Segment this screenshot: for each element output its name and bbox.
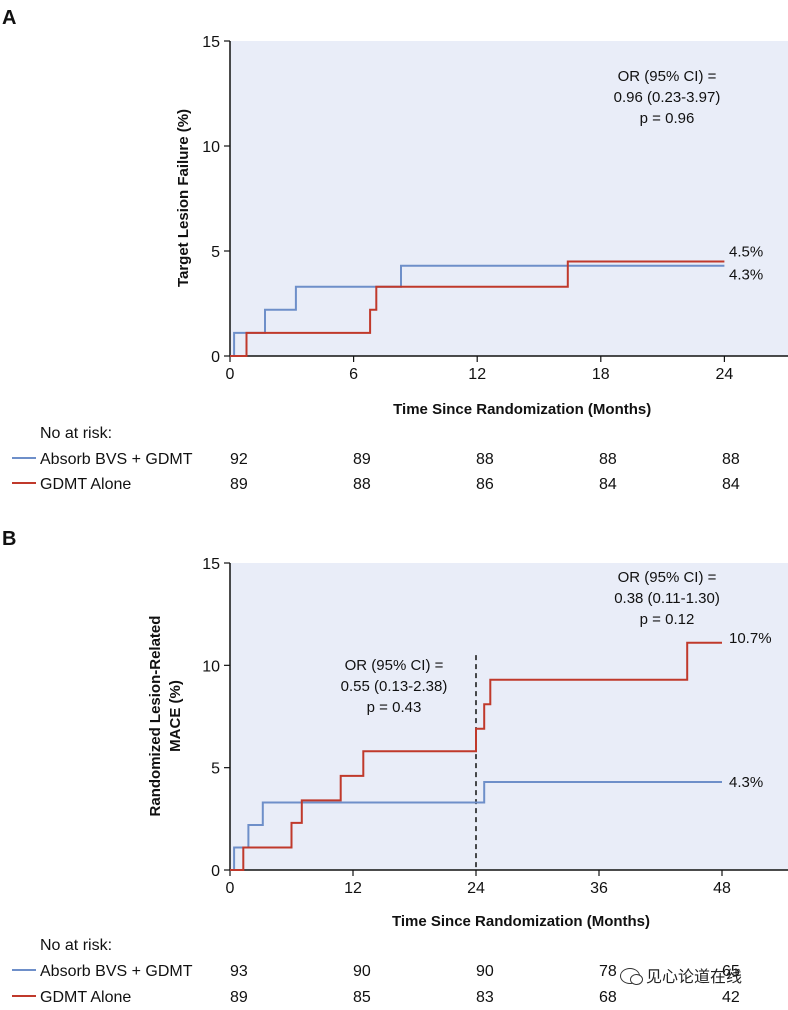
y-tick-label: 0: [211, 349, 220, 366]
annotation-line: 0.96 (0.23-3.97): [614, 89, 721, 106]
risk-row-value: 83: [476, 989, 494, 1006]
risk-row-value: 88: [722, 451, 740, 468]
y-tick-label: 15: [202, 556, 220, 573]
x-tick-label: 6: [349, 366, 358, 383]
risk-row-value: 89: [353, 451, 371, 468]
panel-label-a: A: [2, 7, 16, 29]
end-label-absorb-bvs-gdmt: 4.3%: [729, 267, 763, 284]
risk-row-value: 89: [230, 989, 248, 1006]
y-tick-label: 10: [202, 139, 220, 156]
series-line-gdmt-alone: [230, 641, 722, 871]
risk-row-value: 84: [599, 476, 617, 493]
panel-label-b: B: [2, 528, 16, 550]
risk-row-label: Absorb BVS + GDMT: [40, 451, 193, 468]
risk-row-value: 92: [230, 451, 248, 468]
y-tick-label: 0: [211, 863, 220, 880]
x-tick-label: 24: [716, 366, 734, 383]
watermark: 见心论道在线: [620, 963, 742, 987]
series-line-gdmt-alone: [230, 260, 725, 357]
annotation-line: OR (95% CI) =: [618, 68, 717, 85]
risk-row-value: 85: [353, 989, 371, 1006]
y-tick-label: 10: [202, 658, 220, 675]
x-tick-label: 12: [344, 880, 362, 897]
risk-row-value: 68: [599, 989, 617, 1006]
y-tick-label: 5: [211, 244, 220, 261]
end-label-gdmt-alone: 4.5%: [729, 244, 763, 261]
annotation-line: 0.55 (0.13-2.38): [341, 678, 448, 695]
risk-table-title: No at risk:: [40, 425, 112, 442]
risk-row-value: 78: [599, 963, 617, 980]
x-tick-label: 48: [713, 880, 731, 897]
risk-row-value: 86: [476, 476, 494, 493]
risk-row-value: 90: [353, 963, 371, 980]
x-tick-label: 0: [226, 366, 235, 383]
risk-row-value: 84: [722, 476, 740, 493]
y-tick-label: 15: [202, 34, 220, 51]
risk-row-label: GDMT Alone: [40, 989, 131, 1006]
annotation-line: OR (95% CI) =: [345, 657, 444, 674]
x-tick-label: 18: [592, 366, 610, 383]
risk-row-value: 89: [230, 476, 248, 493]
risk-row-value: 90: [476, 963, 494, 980]
x-axis-title: Time Since Randomization (Months): [392, 913, 650, 930]
x-axis-title: Time Since Randomization (Months): [393, 401, 651, 418]
plot-area: [230, 41, 788, 356]
annotation-line: p = 0.43: [367, 699, 422, 716]
x-tick-label: 12: [468, 366, 486, 383]
series-line-absorb-bvs-gdmt: [230, 264, 725, 357]
wechat-icon: [620, 968, 643, 985]
y-tick-label: 5: [211, 761, 220, 778]
x-tick-label: 36: [590, 880, 608, 897]
risk-row-value: 93: [230, 963, 248, 980]
annotation-line: 0.38 (0.11-1.30): [614, 590, 720, 607]
annotation-line: p = 0.12: [640, 611, 695, 628]
y-axis-title-line: MACE (%): [167, 680, 184, 752]
risk-row-value: 88: [599, 451, 617, 468]
risk-row-value: 42: [722, 989, 740, 1006]
risk-row-label: GDMT Alone: [40, 476, 131, 493]
y-axis-title: Target Lesion Failure (%): [175, 109, 192, 287]
x-tick-label: 0: [226, 880, 235, 897]
risk-row-value: 65: [722, 963, 740, 980]
x-tick-label: 24: [467, 880, 485, 897]
series-line-absorb-bvs-gdmt: [230, 781, 722, 871]
risk-table-title: No at risk:: [40, 937, 112, 954]
plot-area: [230, 563, 788, 870]
annotation-line: p = 0.96: [640, 110, 695, 127]
risk-row-value: 88: [476, 451, 494, 468]
y-axis-title-line: Randomized Lesion-Related: [147, 616, 164, 817]
risk-row-label: Absorb BVS + GDMT: [40, 963, 193, 980]
watermark-text: 见心论道在线: [646, 967, 743, 986]
risk-row-value: 88: [353, 476, 371, 493]
end-label-gdmt-alone: 10.7%: [729, 630, 772, 647]
end-label-absorb-bvs-gdmt: 4.3%: [729, 774, 763, 791]
annotation-line: OR (95% CI) =: [618, 569, 717, 586]
